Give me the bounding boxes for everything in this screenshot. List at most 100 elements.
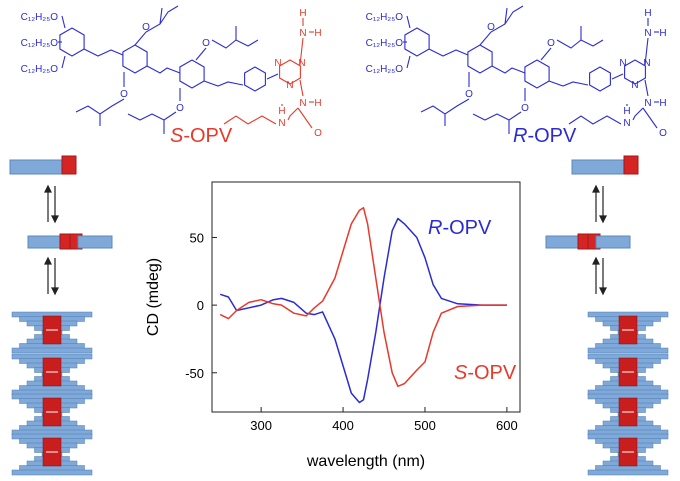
bond [223,115,277,125]
bond [406,55,411,69]
atom-label: O [659,128,667,139]
atom-label: O [142,22,150,33]
bond [420,98,470,115]
atom-label: H [659,28,666,39]
bond [195,47,207,61]
x-tick-label: 500 [414,418,436,433]
atom-label: H [659,98,666,109]
bond [287,107,299,121]
atom-label: N [619,58,626,69]
atom-label: O [120,89,128,100]
y-tick-label: 50 [190,230,204,245]
bond [568,115,622,125]
bond [406,15,411,29]
series-label: S-OPV [454,362,517,384]
atom-label: O [465,89,473,100]
atom-label: N [298,58,305,69]
series-line [219,206,507,388]
y-tick-label: -50 [185,366,204,381]
molecule-name: R-OPV [513,125,577,147]
bond [428,48,469,57]
ring [524,59,550,89]
atom-label: H [278,106,285,117]
bond [146,65,181,74]
bond [611,73,624,80]
helix [587,311,669,476]
atom-label: N [299,98,306,109]
atom-label: O [176,103,184,114]
ring [122,44,148,74]
ring [279,59,301,85]
bond [504,7,508,25]
alkoxy-label: C₁₂H₂₅O [21,64,59,75]
helix-slab [587,347,669,354]
bond [75,98,125,115]
atom-label: N [643,58,650,69]
schematic-right [545,155,639,296]
series-line [219,217,507,404]
atom-label: H [644,8,651,19]
x-tick-label: 300 [250,418,272,433]
alkoxy-label: C₁₂H₂₅O [21,12,59,23]
y-axis-label: CD (mdeg) [145,258,162,336]
ring [179,59,205,89]
atom-label: N [274,58,281,69]
atom-label: O [521,103,529,114]
atom-label: O [314,128,322,139]
bond [299,79,304,97]
alkoxy-label: C₁₂H₂₅O [366,12,404,23]
bond [266,73,279,80]
ring [244,66,266,92]
ring [59,27,85,57]
bond [644,79,649,97]
bond [491,65,526,74]
series-label: R-OPV [428,217,492,239]
bond [299,37,304,66]
atom-label: O [202,38,210,49]
bond [127,111,177,121]
helix-slab [587,469,669,476]
ring [404,27,430,57]
molecule-name: S-OPV [170,125,233,147]
helix-slab [11,469,93,476]
bond [203,80,244,87]
x-tick-label: 400 [332,418,354,433]
ring [467,44,493,74]
alkoxy-label: C₁₂H₂₅O [366,38,404,49]
bond [159,7,163,25]
atom-label: O [487,22,495,33]
atom-label: H [299,8,306,19]
bond [297,107,313,129]
atom-label: N [299,28,306,39]
bond [472,111,522,121]
plot-frame [211,181,521,413]
x-tick-label: 600 [496,418,518,433]
helix-slab [11,347,93,354]
ring [624,59,646,85]
bond [556,39,604,49]
atom-label: H [623,106,630,117]
y-tick-label: 0 [197,298,204,313]
atom-label: N [644,98,651,109]
atom-label: H [314,28,321,39]
atom-label: H [314,98,321,109]
bond [540,47,552,61]
atom-label: N [631,80,638,91]
atom-label: N [623,118,630,129]
helix [11,311,93,476]
atom-label: N [644,28,651,39]
bond [61,15,66,29]
alkoxy-label: C₁₂H₂₅O [21,38,59,49]
bond [83,48,124,57]
ring [589,66,611,92]
atom-label: O [547,38,555,49]
x-axis-label: wavelength (nm) [306,453,425,470]
bond [548,80,589,87]
bond [211,39,259,49]
schematic-left [9,155,113,296]
atom-label: N [286,80,293,91]
